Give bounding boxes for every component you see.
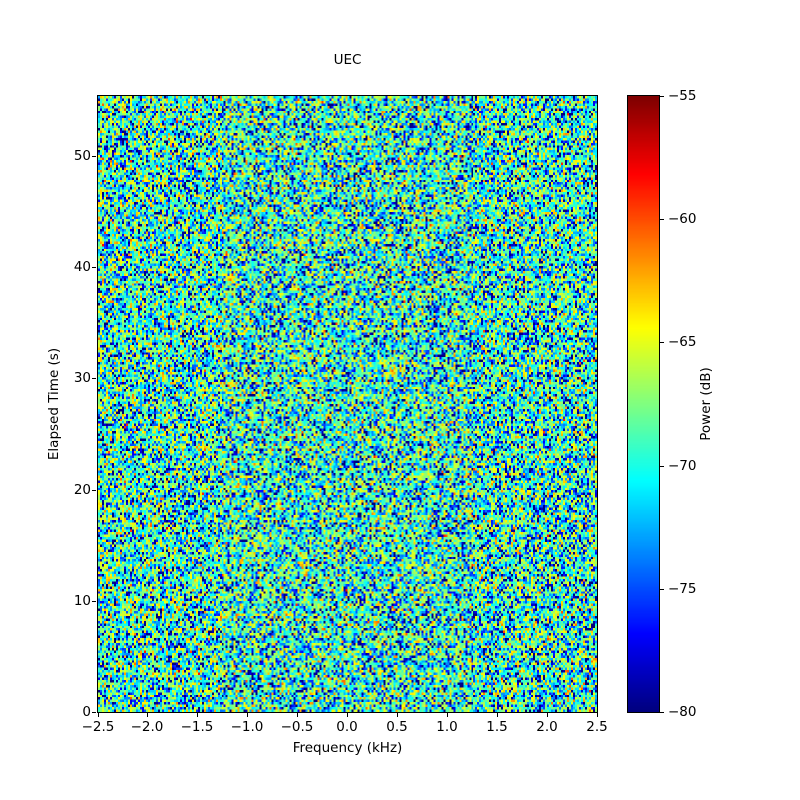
x-tick-label: 0.5 [386, 719, 408, 735]
y-tick-label: 10 [73, 593, 91, 609]
x-tick-mark [197, 713, 198, 717]
x-tick-label: 2.0 [536, 719, 558, 735]
y-tick-mark [92, 378, 96, 379]
x-tick-mark [547, 713, 548, 717]
colorbar-tick-label: −70 [668, 458, 697, 474]
x-tick-mark [247, 713, 248, 717]
x-tick-mark [347, 713, 348, 717]
colorbar [627, 95, 660, 713]
colorbar-tick-label: −55 [668, 88, 697, 104]
spectrogram-heatmap-canvas [98, 96, 597, 712]
x-tick-label: −1.5 [180, 719, 214, 735]
colorbar-tick-label: −80 [668, 704, 697, 720]
colorbar-tick-mark [660, 342, 664, 343]
title-line-main: UEC [333, 52, 362, 69]
x-tick-mark [147, 713, 148, 717]
y-axis-label: Elapsed Time (s) [46, 347, 62, 461]
x-tick-label: 2.5 [586, 719, 608, 735]
colorbar-tick-mark [660, 466, 664, 467]
x-tick-label: −2.0 [130, 719, 164, 735]
x-tick-label: −1.0 [230, 719, 264, 735]
y-tick-mark [92, 267, 96, 268]
x-tick-mark [447, 713, 448, 717]
x-tick-label: 0.0 [336, 719, 358, 735]
x-axis-label: Frequency (kHz) [292, 740, 403, 756]
colorbar-tick-label: −60 [668, 211, 697, 227]
y-tick-mark [92, 601, 96, 602]
colorbar-label: Power (dB) [698, 367, 714, 441]
x-tick-label: −2.5 [81, 719, 115, 735]
spectrogram-plot-area [97, 95, 598, 713]
colorbar-tick-label: −65 [668, 334, 697, 350]
y-tick-label: 0 [82, 704, 91, 720]
x-tick-mark [98, 713, 99, 717]
x-tick-mark [297, 713, 298, 717]
colorbar-tick-label: −75 [668, 581, 697, 597]
x-tick-mark [397, 713, 398, 717]
x-tick-label: −0.5 [280, 719, 314, 735]
colorbar-tick-mark [660, 96, 664, 97]
x-tick-label: 1.5 [486, 719, 508, 735]
y-tick-label: 50 [73, 148, 91, 164]
colorbar-tick-mark [660, 712, 664, 713]
colorbar-gradient-canvas [628, 96, 659, 712]
y-tick-mark [92, 490, 96, 491]
y-tick-mark [92, 156, 96, 157]
x-tick-label: 1.0 [436, 719, 458, 735]
y-tick-label: 20 [73, 482, 91, 498]
y-tick-mark [92, 712, 96, 713]
colorbar-tick-mark [660, 219, 664, 220]
y-tick-label: 30 [73, 370, 91, 386]
x-tick-mark [497, 713, 498, 717]
colorbar-tick-mark [660, 589, 664, 590]
x-tick-mark [597, 713, 598, 717]
y-tick-label: 40 [73, 259, 91, 275]
